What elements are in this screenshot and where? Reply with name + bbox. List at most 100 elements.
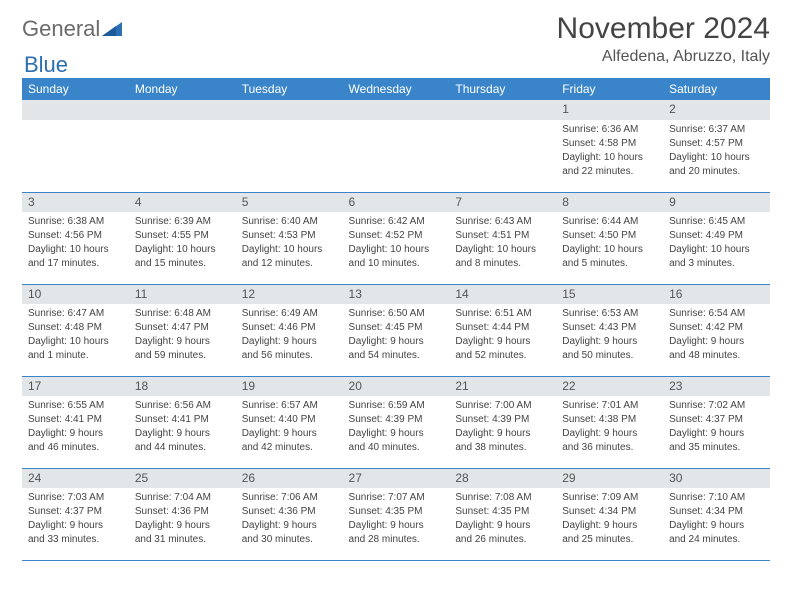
day-number: 15 [556,285,663,305]
day-detail-line: and 59 minutes. [135,349,230,362]
calendar-day-cell: 6Sunrise: 6:42 AMSunset: 4:52 PMDaylight… [343,192,450,284]
day-detail-line: Sunrise: 6:36 AM [562,123,657,136]
day-detail-line: Sunrise: 7:00 AM [455,399,550,412]
day-number: 6 [343,193,450,213]
day-detail-line: Daylight: 10 hours [135,243,230,256]
day-detail-line: Sunset: 4:39 PM [455,413,550,426]
day-detail-line: Daylight: 10 hours [669,151,764,164]
day-detail-line: Sunset: 4:44 PM [455,321,550,334]
calendar-day-cell: 15Sunrise: 6:53 AMSunset: 4:43 PMDayligh… [556,284,663,376]
day-detail-line: Sunset: 4:57 PM [669,137,764,150]
day-detail-line: Sunset: 4:41 PM [28,413,123,426]
calendar-day-cell [236,100,343,192]
day-detail-line: Daylight: 9 hours [242,335,337,348]
day-number: 9 [663,193,770,213]
calendar-week-row: 1Sunrise: 6:36 AMSunset: 4:58 PMDaylight… [22,100,770,192]
day-detail-line: Sunrise: 6:51 AM [455,307,550,320]
day-details: Sunrise: 6:51 AMSunset: 4:44 PMDaylight:… [449,304,556,367]
calendar-day-cell [449,100,556,192]
day-detail-line: and 36 minutes. [562,441,657,454]
calendar-day-cell: 22Sunrise: 7:01 AMSunset: 4:38 PMDayligh… [556,376,663,468]
day-detail-line: Sunset: 4:41 PM [135,413,230,426]
day-detail-line: Daylight: 9 hours [242,519,337,532]
day-number: 28 [449,469,556,489]
day-details: Sunrise: 7:07 AMSunset: 4:35 PMDaylight:… [343,488,450,551]
day-detail-line: Sunrise: 6:55 AM [28,399,123,412]
day-detail-line: Sunset: 4:52 PM [349,229,444,242]
day-number: 2 [663,100,770,120]
day-detail-line: and 1 minute. [28,349,123,362]
calendar-day-cell: 12Sunrise: 6:49 AMSunset: 4:46 PMDayligh… [236,284,343,376]
day-detail-line: Daylight: 9 hours [669,427,764,440]
day-detail-line: Sunrise: 7:07 AM [349,491,444,504]
brand-triangle-icon [102,16,122,42]
day-number-bar [449,100,556,120]
day-number: 20 [343,377,450,397]
day-details: Sunrise: 7:08 AMSunset: 4:35 PMDaylight:… [449,488,556,551]
day-detail-line: and 20 minutes. [669,165,764,178]
day-detail-line: and 28 minutes. [349,533,444,546]
day-detail-line: Daylight: 9 hours [562,335,657,348]
day-detail-line: and 52 minutes. [455,349,550,362]
calendar-day-cell: 10Sunrise: 6:47 AMSunset: 4:48 PMDayligh… [22,284,129,376]
day-number: 4 [129,193,236,213]
day-details: Sunrise: 7:00 AMSunset: 4:39 PMDaylight:… [449,396,556,459]
day-header-row: SundayMondayTuesdayWednesdayThursdayFrid… [22,78,770,100]
day-detail-line: Sunset: 4:46 PM [242,321,337,334]
day-detail-line: Daylight: 9 hours [455,335,550,348]
day-detail-line: Sunset: 4:39 PM [349,413,444,426]
calendar-day-cell: 19Sunrise: 6:57 AMSunset: 4:40 PMDayligh… [236,376,343,468]
day-detail-line: Sunrise: 6:53 AM [562,307,657,320]
day-number-bar [129,100,236,120]
day-detail-line: Daylight: 9 hours [135,427,230,440]
day-detail-line: Sunrise: 6:42 AM [349,215,444,228]
day-detail-line: Daylight: 10 hours [28,243,123,256]
month-title: November 2024 [557,12,770,46]
calendar-page: General November 2024 Alfedena, Abruzzo,… [0,0,792,575]
day-number: 14 [449,285,556,305]
day-detail-line: Daylight: 9 hours [669,335,764,348]
day-detail-line: Daylight: 9 hours [455,519,550,532]
day-detail-line: and 42 minutes. [242,441,337,454]
day-details: Sunrise: 6:42 AMSunset: 4:52 PMDaylight:… [343,212,450,275]
day-detail-line: Sunset: 4:34 PM [562,505,657,518]
calendar-day-cell: 14Sunrise: 6:51 AMSunset: 4:44 PMDayligh… [449,284,556,376]
calendar-day-cell: 26Sunrise: 7:06 AMSunset: 4:36 PMDayligh… [236,468,343,560]
day-number: 23 [663,377,770,397]
calendar-week-row: 10Sunrise: 6:47 AMSunset: 4:48 PMDayligh… [22,284,770,376]
day-detail-line: Sunset: 4:45 PM [349,321,444,334]
day-detail-line: Sunset: 4:40 PM [242,413,337,426]
day-detail-line: Sunrise: 7:06 AM [242,491,337,504]
day-number: 10 [22,285,129,305]
day-details: Sunrise: 6:55 AMSunset: 4:41 PMDaylight:… [22,396,129,459]
day-details: Sunrise: 7:01 AMSunset: 4:38 PMDaylight:… [556,396,663,459]
day-detail-line: Sunrise: 7:01 AM [562,399,657,412]
day-detail-line: Daylight: 9 hours [349,335,444,348]
day-detail-line: Sunrise: 6:38 AM [28,215,123,228]
day-number: 21 [449,377,556,397]
day-detail-line: Sunset: 4:37 PM [669,413,764,426]
day-detail-line: Sunrise: 6:48 AM [135,307,230,320]
day-detail-line: Daylight: 10 hours [242,243,337,256]
day-detail-line: Sunset: 4:49 PM [669,229,764,242]
day-number: 11 [129,285,236,305]
calendar-day-cell: 16Sunrise: 6:54 AMSunset: 4:42 PMDayligh… [663,284,770,376]
day-number-bar [22,100,129,120]
calendar-day-cell: 5Sunrise: 6:40 AMSunset: 4:53 PMDaylight… [236,192,343,284]
day-detail-line: and 8 minutes. [455,257,550,270]
day-detail-line: Sunrise: 6:47 AM [28,307,123,320]
day-header: Tuesday [236,78,343,100]
calendar-day-cell: 11Sunrise: 6:48 AMSunset: 4:47 PMDayligh… [129,284,236,376]
day-details: Sunrise: 6:50 AMSunset: 4:45 PMDaylight:… [343,304,450,367]
title-block: November 2024 Alfedena, Abruzzo, Italy [557,12,770,66]
day-detail-line: Sunset: 4:35 PM [455,505,550,518]
day-number-bar [236,100,343,120]
day-detail-line: Daylight: 10 hours [349,243,444,256]
day-detail-line: Sunset: 4:47 PM [135,321,230,334]
day-number: 8 [556,193,663,213]
day-detail-line: Daylight: 9 hours [242,427,337,440]
day-detail-line: Sunset: 4:37 PM [28,505,123,518]
calendar-body: 1Sunrise: 6:36 AMSunset: 4:58 PMDaylight… [22,100,770,560]
day-detail-line: Daylight: 10 hours [562,151,657,164]
day-number: 7 [449,193,556,213]
